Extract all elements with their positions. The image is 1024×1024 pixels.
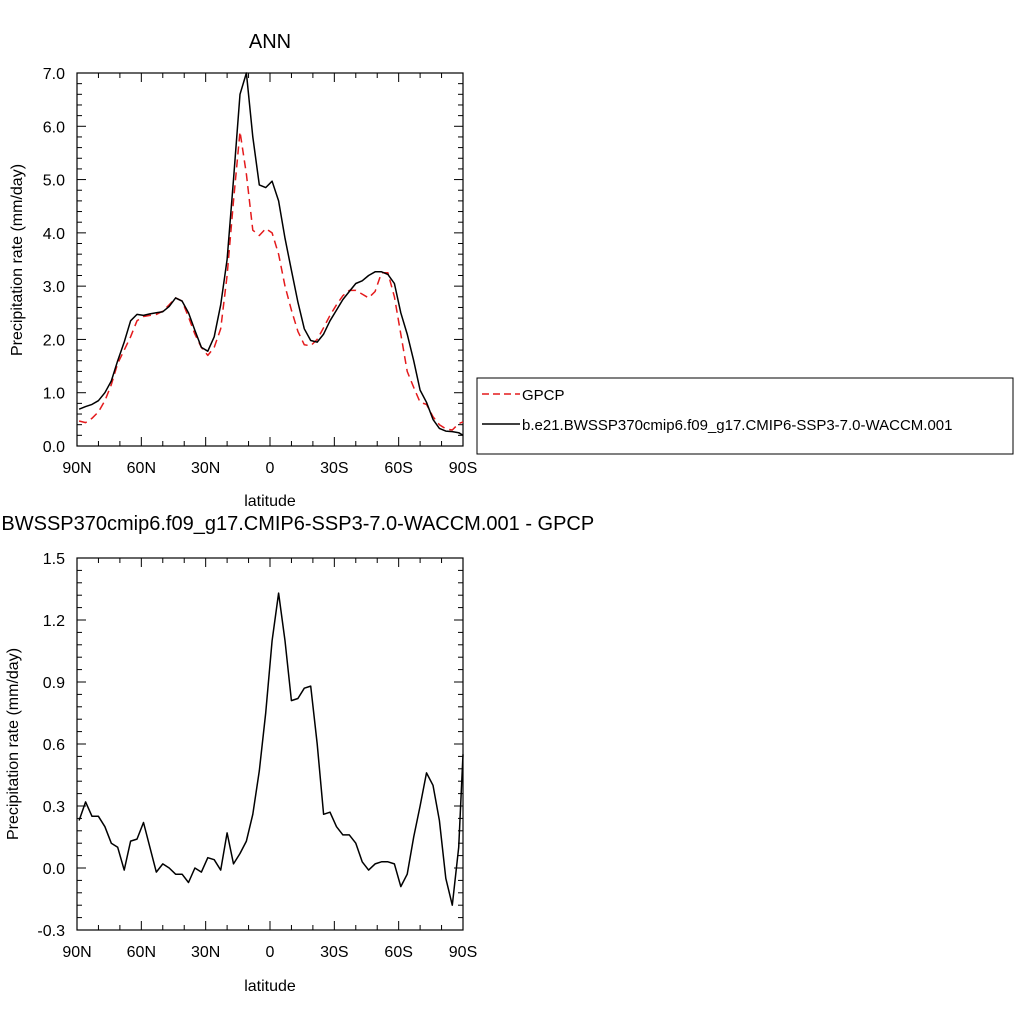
x-tick-label: 60S	[384, 944, 412, 961]
y-axis-title: Precipitation rate (mm/day)	[5, 648, 22, 840]
y-tick-label: 4.0	[43, 226, 65, 243]
y-tick-label: 2.0	[43, 332, 65, 349]
y-tick-label: 0.3	[43, 799, 65, 816]
x-tick-label: 30N	[191, 944, 220, 961]
x-tick-label: 90S	[449, 944, 477, 961]
y-tick-label: 0.9	[43, 675, 65, 692]
y-tick-label: 7.0	[43, 66, 65, 83]
x-tick-label: 60S	[384, 460, 412, 477]
chart-title: b.e21.BWSSP370cmip6.f09_g17.CMIP6-SSP3-7…	[0, 513, 594, 535]
y-tick-label: 1.5	[43, 551, 65, 568]
x-tick-label: 30S	[320, 944, 348, 961]
y-tick-label: 1.0	[43, 386, 65, 403]
x-tick-label: 30S	[320, 460, 348, 477]
x-axis-tick-labels: 90N 60N 30N 0 30S 60S 90S	[62, 944, 477, 961]
y-tick-label: 6.0	[43, 119, 65, 136]
y-axis-tick-labels: 0.0 1.0 2.0 3.0 4.0 5.0 6.0 7.0	[43, 66, 65, 456]
x-axis-tick-labels: 90N 60N 30N 0 30S 60S 90S	[62, 460, 477, 477]
chart-annual-mean: ANN 90N 60N 30N 0 30S 60S 90S 0.0 1.0 2.0 3.0 4.0 5…	[9, 31, 477, 510]
axis-ticks	[76, 557, 464, 931]
x-tick-label: 30N	[191, 460, 220, 477]
y-tick-label: 1.2	[43, 613, 65, 630]
x-tick-label: 0	[266, 944, 275, 961]
series-lines	[78, 72, 464, 436]
x-tick-label: 90N	[62, 944, 91, 961]
x-tick-label: 0	[266, 460, 275, 477]
series-line-1	[78, 72, 464, 436]
legend-label-gpcp: GPCP	[522, 387, 565, 404]
y-axis-title: Precipitation rate (mm/day)	[9, 164, 26, 356]
x-axis-title: latitude	[244, 493, 296, 510]
legend-box	[476, 377, 1014, 455]
axis-ticks	[76, 72, 464, 447]
y-tick-label: 0.6	[43, 737, 65, 754]
x-tick-label: 90N	[62, 460, 91, 477]
chart-difference: b.e21.BWSSP370cmip6.f09_g17.CMIP6-SSP3-7…	[0, 513, 594, 995]
x-tick-label: 90S	[449, 460, 477, 477]
x-tick-label: 60N	[127, 460, 156, 477]
x-tick-label: 60N	[127, 944, 156, 961]
y-axis-tick-labels: -0.3 0.0 0.3 0.6 0.9 1.2 1.5	[37, 551, 65, 940]
y-tick-label: -0.3	[37, 923, 65, 940]
y-tick-label: 5.0	[43, 173, 65, 190]
legend-label-model: b.e21.BWSSP370cmip6.f09_g17.CMIP6-SSP3-7…	[522, 417, 952, 434]
legend: GPCP b.e21.BWSSP370cmip6.f09_g17.CMIP6-S…	[476, 377, 1014, 455]
series-lines	[78, 592, 464, 906]
y-tick-label: 3.0	[43, 279, 65, 296]
series-line-0	[78, 130, 464, 431]
plot-frame	[76, 557, 464, 931]
y-tick-label: 0.0	[43, 861, 65, 878]
x-axis-title: latitude	[244, 978, 296, 995]
series-line-0	[78, 592, 464, 906]
y-tick-label: 0.0	[43, 439, 65, 456]
plot-frame	[76, 72, 464, 447]
chart-title: ANN	[249, 31, 291, 53]
